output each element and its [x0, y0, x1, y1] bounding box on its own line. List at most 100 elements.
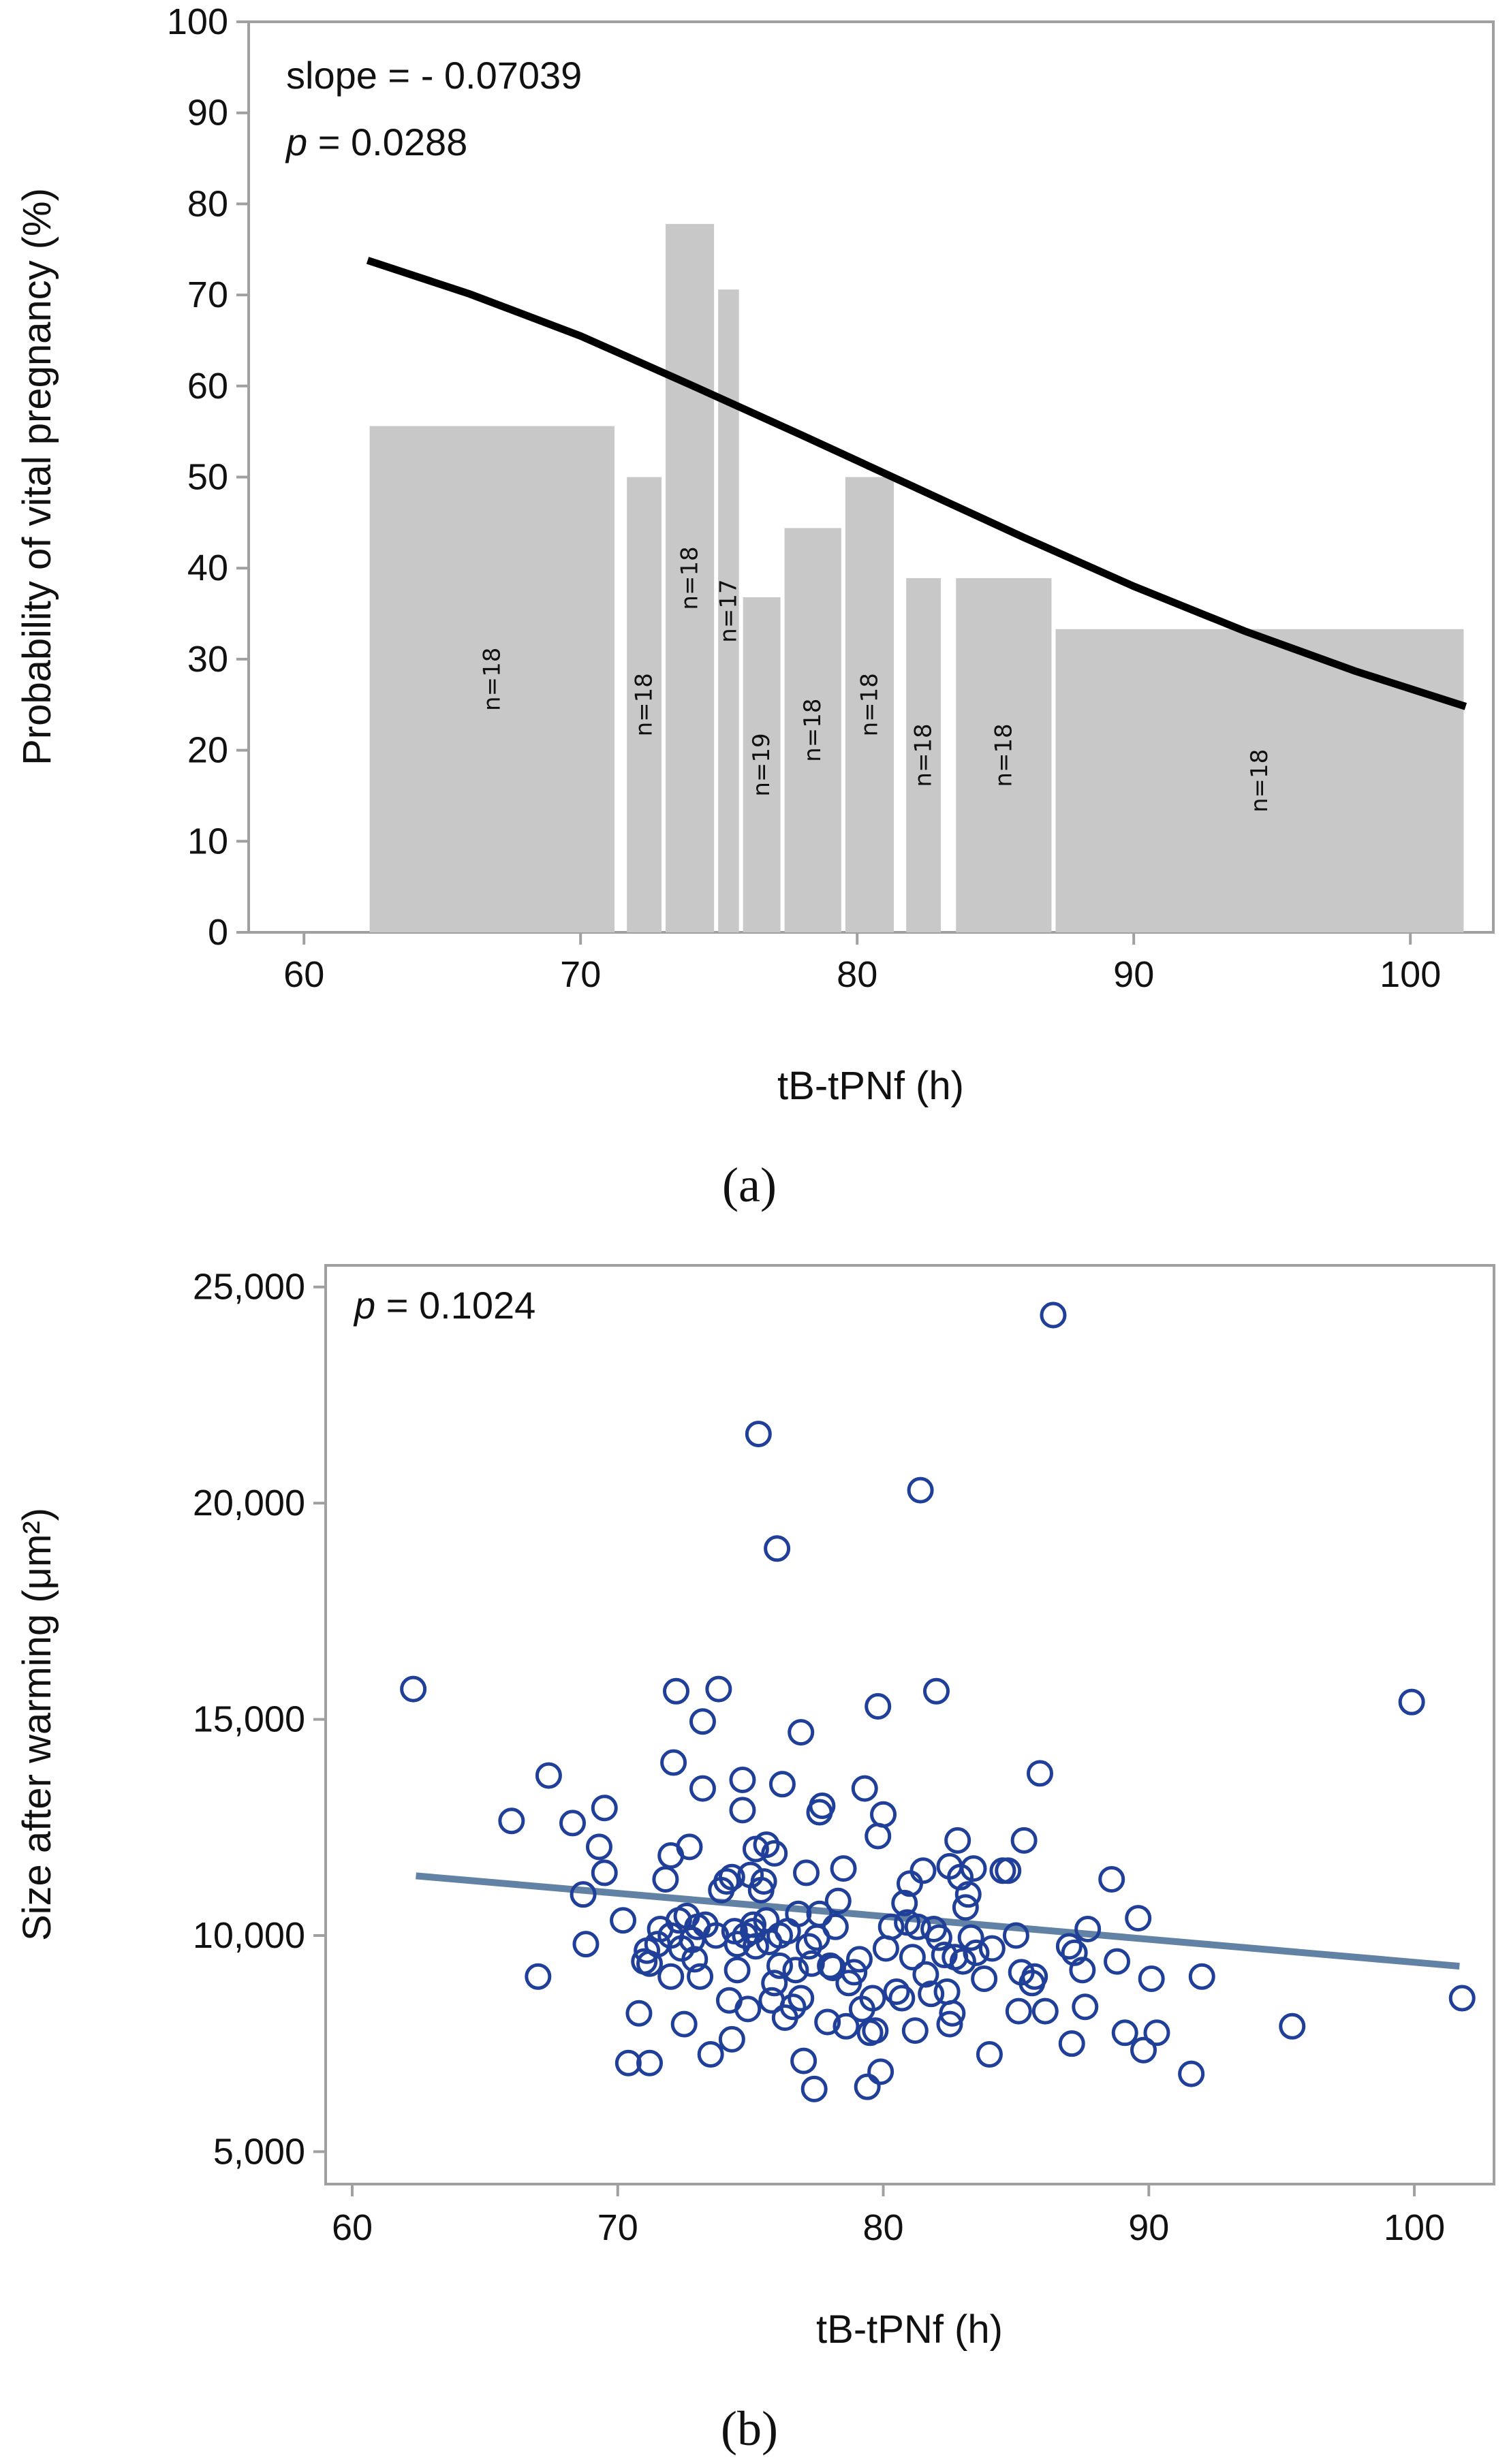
panel-b-point-114: [899, 1944, 926, 1971]
panel-a-fit-curve: [366, 257, 1467, 710]
panel-b-point-70: [768, 1771, 796, 1798]
panel-b-point-156: [1072, 1993, 1099, 2021]
panel-a-y-tick-label: 90: [187, 93, 228, 133]
panel-a-label: (a): [722, 1158, 777, 1212]
panel-b-point-146: [1010, 1827, 1038, 1854]
panel-b-point-28: [670, 2010, 698, 2038]
panel-b-point-108: [877, 1913, 905, 1940]
panel-b-point-65: [761, 1970, 788, 1997]
panel-a-y-tick-label: 20: [187, 730, 228, 771]
panel-b-point-166: [1188, 1963, 1215, 1990]
panel-b-point-47: [724, 1931, 751, 1958]
panel-b-point-168: [1398, 1688, 1425, 1716]
panel-a-bar-9: [956, 578, 1052, 932]
panel-a-bar-3: [666, 223, 715, 933]
panel-b-x-tick-label: 90: [1128, 2207, 1169, 2248]
panel-b-point-123: [925, 1924, 952, 1951]
panel-a-bar-1: [369, 426, 615, 932]
panel-b-point-40: [705, 1675, 732, 1703]
panel-b-point-109: [883, 1978, 910, 2006]
panel-b-point-131: [947, 1863, 974, 1891]
panel-b-point-10: [591, 1859, 618, 1886]
panel-b-point-148: [1021, 1963, 1048, 1990]
panel-a-y-tick-label: 70: [187, 274, 228, 315]
panel-b-point-169: [1448, 1985, 1476, 2012]
panel-b-point-78: [790, 2047, 818, 2074]
panel-b-point-42: [713, 1868, 741, 1895]
panel-b-point-24: [660, 1749, 687, 1776]
panel-a-y-tick-label: 50: [187, 457, 228, 498]
panel-b-point-4: [535, 1762, 562, 1789]
panel-b-point-38: [697, 2041, 724, 2068]
panel-a-bar-label-7: n=18: [856, 673, 883, 736]
panel-b-label: (b): [721, 2401, 778, 2456]
panel-b-y-axis-title: Size after warming (μm²): [15, 1508, 59, 1941]
panel-b-y-axis: 5,000 10,000 15,000 20,000 25,000: [193, 1267, 326, 2172]
panel-b-fit-line: [416, 1872, 1460, 1970]
panel-b-point-2: [498, 1807, 525, 1835]
panel-a-probability-chart: n=18 n=18n=18n=17n=19n=18 n=18n=18 n=18 n=18…: [15, 1, 1495, 1212]
panel-a-bar-10: [1055, 629, 1464, 932]
panel-a-bar-label-6: n=18: [799, 699, 826, 762]
panel-a-y-axis-title: Probability of vital pregnancy (%): [15, 188, 59, 765]
panel-b-point-154: [1061, 1939, 1088, 1966]
panel-b-point-66: [761, 1839, 788, 1867]
panel-b-y-tick-label: 20,000: [193, 1483, 305, 1523]
panel-b-point-116: [904, 1913, 931, 1940]
panel-b-point-128: [939, 2000, 966, 2027]
panel-b-y-tick-label: 10,000: [193, 1915, 305, 1956]
panel-b-point-118: [909, 1857, 937, 1884]
panel-b-point-164: [1143, 2019, 1170, 2047]
panel-b-point-130: [944, 1827, 971, 1854]
panel-b-point-111: [891, 1889, 918, 1916]
panel-b-point-88: [817, 1952, 844, 1979]
panel-b-point-157: [1074, 1915, 1102, 1942]
panel-b-point-99: [854, 2073, 881, 2100]
panel-b-point-48: [724, 1957, 751, 1984]
panel-b-point-69: [766, 1952, 794, 1979]
panel-b-point-12: [615, 2049, 642, 2076]
panel-b-point-105: [867, 2058, 894, 2085]
panel-b-x-axis-title: tB-tPNf (h): [816, 2307, 1003, 2352]
panel-b-point-11: [610, 1907, 637, 1934]
panel-b-point-158: [1098, 1865, 1125, 1893]
panel-b-point-137: [963, 1939, 990, 1966]
panel-b-points: [400, 1301, 1476, 2102]
panel-b-x-tick-label: 100: [1384, 2207, 1445, 2248]
panel-b-point-159: [1104, 1948, 1131, 1975]
panel-b-point-3: [525, 1963, 552, 1990]
panel-a-x-tick-label: 90: [1113, 954, 1154, 995]
panel-b-point-96: [845, 1946, 873, 1973]
panel-a-bars: [369, 223, 1464, 933]
panel-b-point-30: [676, 1833, 703, 1861]
panel-a-bar-label-2: n=18: [631, 673, 658, 736]
panel-b-point-21: [657, 1963, 685, 1990]
panel-a-x-tick-label: 60: [283, 954, 324, 995]
panel-b-point-161: [1125, 1905, 1152, 1932]
panel-b-point-86: [809, 1792, 836, 1820]
panel-a-y-tick-label: 30: [187, 639, 228, 680]
panel-b-point-35: [689, 1708, 716, 1735]
panel-a-bar-label-8: n=18: [910, 723, 937, 787]
panel-b-point-134: [954, 1881, 982, 1908]
panel-b-point-91: [824, 1887, 852, 1914]
panel-a-bar-labels: n=18 n=18 n=18 n=17 n=19 n=18 n=18 n=18 n=18 n=18: [478, 546, 1273, 812]
panel-b-point-50: [729, 1797, 756, 1824]
panel-a-bar-label-5: n=19: [748, 733, 775, 796]
panel-b-y-tick-label: 15,000: [193, 1699, 305, 1740]
panel-b-point-144: [1005, 1997, 1032, 2025]
panel-a-bar-6: [784, 528, 841, 932]
panel-b-point-80: [795, 1933, 822, 1960]
panel-b-point-67: [764, 1535, 791, 1562]
panel-b-point-73: [779, 1993, 807, 2021]
panel-b-point-152: [1055, 1933, 1083, 1960]
panel-b-point-101: [859, 1985, 886, 2012]
panel-a-y-tick-label: 80: [187, 183, 228, 224]
panel-a-x-tick-label: 80: [837, 954, 877, 995]
panel-b-point-90: [822, 1913, 849, 1940]
panel-b-point-52: [734, 1995, 762, 2023]
panel-b-point-76: [788, 1719, 815, 1746]
panel-a-bar-label-1: n=18: [478, 648, 505, 711]
panel-b-point-135: [957, 1924, 984, 1951]
